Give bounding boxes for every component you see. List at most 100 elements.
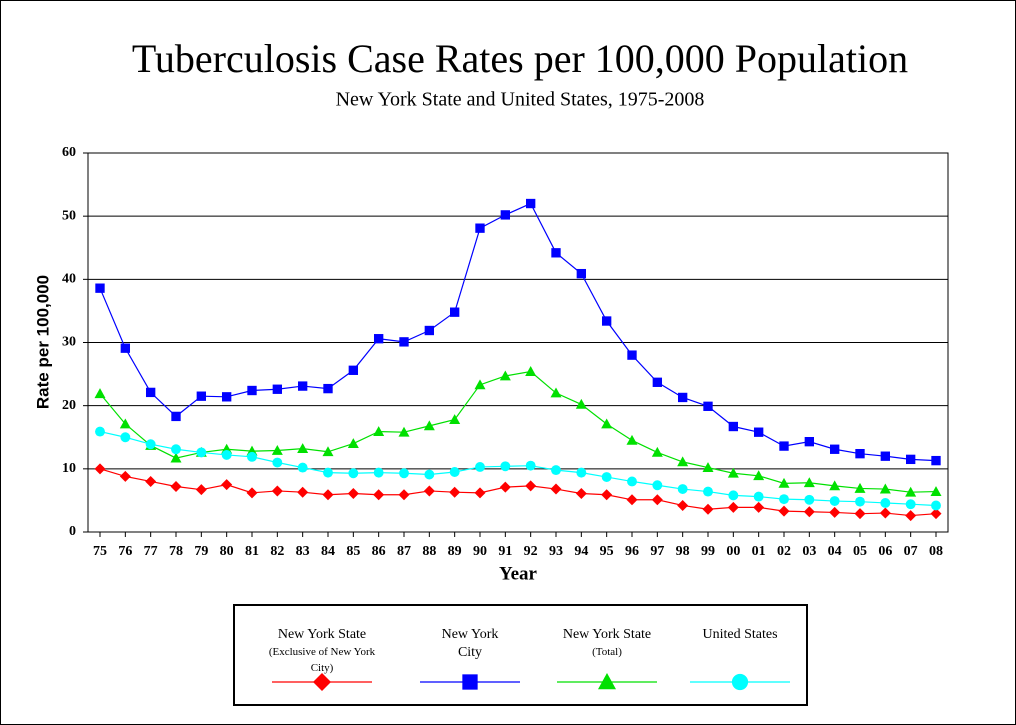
marker (272, 457, 283, 468)
marker (753, 470, 765, 481)
marker (423, 420, 435, 431)
legend-label: United States (702, 627, 778, 642)
marker (575, 487, 587, 499)
marker (424, 325, 435, 336)
marker (500, 210, 511, 220)
marker (829, 480, 841, 491)
marker (95, 426, 105, 437)
marker (525, 460, 536, 471)
x-tick-label: 77 (144, 544, 158, 559)
marker (474, 379, 486, 390)
marker (702, 462, 714, 472)
legend-label: New York City (441, 627, 499, 660)
x-tick-label: 83 (296, 544, 310, 559)
marker (95, 283, 105, 293)
x-tick-label: 91 (498, 544, 512, 559)
marker (626, 434, 638, 445)
marker (931, 455, 941, 466)
marker (347, 487, 359, 499)
marker (803, 477, 815, 488)
marker (753, 491, 764, 502)
marker (398, 426, 410, 437)
marker (196, 447, 207, 458)
marker (702, 503, 714, 515)
marker (373, 426, 385, 436)
series-line (99, 468, 937, 517)
marker (753, 427, 764, 437)
x-tick-label: 84 (321, 544, 335, 559)
marker (119, 418, 131, 429)
marker (474, 487, 486, 499)
marker (145, 439, 156, 450)
marker (297, 381, 308, 391)
marker (272, 384, 283, 394)
x-tick-label: 75 (93, 544, 107, 559)
marker (347, 438, 359, 448)
x-tick-label: 07 (904, 544, 918, 559)
x-tick-label: 98 (676, 544, 690, 559)
legend-label: New York State (277, 627, 367, 642)
legend-entry: United States (675, 626, 805, 644)
marker (905, 454, 916, 465)
marker (423, 485, 435, 497)
x-tick-label: 06 (878, 544, 892, 559)
marker (677, 456, 689, 467)
x-tick-label: 86 (372, 544, 386, 559)
marker (323, 383, 333, 394)
marker (703, 401, 713, 411)
marker (677, 499, 689, 511)
marker (803, 506, 815, 518)
marker (652, 377, 663, 387)
marker (373, 467, 384, 478)
x-tick-label: 00 (726, 544, 740, 559)
legend-entry: New York State (Total) (542, 626, 672, 660)
marker (627, 350, 637, 360)
marker (930, 508, 942, 520)
x-tick-label: 80 (220, 544, 234, 559)
marker (905, 486, 917, 497)
x-tick-label: 97 (650, 544, 664, 559)
y-tick-label: 20 (62, 398, 76, 413)
marker (550, 387, 562, 398)
x-tick-label: 95 (600, 544, 614, 559)
marker (348, 468, 359, 479)
marker (779, 494, 789, 505)
marker (550, 483, 562, 495)
marker (145, 475, 157, 487)
marker (120, 343, 131, 353)
marker (499, 370, 511, 381)
series-line (99, 370, 937, 493)
marker (94, 388, 106, 399)
marker (247, 385, 257, 396)
x-tick-label: 93 (549, 544, 563, 559)
marker (905, 510, 917, 522)
chart-title: Tuberculosis Case Rates per 100,000 Popu… (132, 36, 908, 81)
marker (880, 497, 891, 508)
legend-entry: New York State (Exclusive of New York Cit… (257, 626, 387, 676)
x-tick-label: 08 (929, 544, 943, 559)
marker (322, 446, 334, 457)
x-tick-label: 92 (524, 544, 538, 559)
marker (879, 483, 891, 494)
series-line (99, 202, 937, 462)
marker (879, 507, 891, 519)
marker (119, 470, 131, 482)
marker (221, 479, 233, 491)
marker (525, 198, 536, 209)
marker (475, 461, 485, 472)
marker (271, 485, 283, 497)
y-axis-label: Rate per 100,000 (33, 275, 52, 409)
marker (829, 496, 840, 506)
marker (247, 451, 257, 462)
marker (499, 481, 511, 493)
marker (652, 480, 663, 491)
marker (551, 465, 561, 476)
x-tick-label: 82 (270, 544, 284, 559)
y-tick-label: 10 (62, 461, 76, 476)
legend: New York State (Exclusive of New York Cit… (233, 604, 808, 706)
y-tick-label: 30 (62, 335, 76, 350)
marker (727, 467, 739, 478)
marker (424, 469, 435, 480)
marker (778, 505, 790, 517)
